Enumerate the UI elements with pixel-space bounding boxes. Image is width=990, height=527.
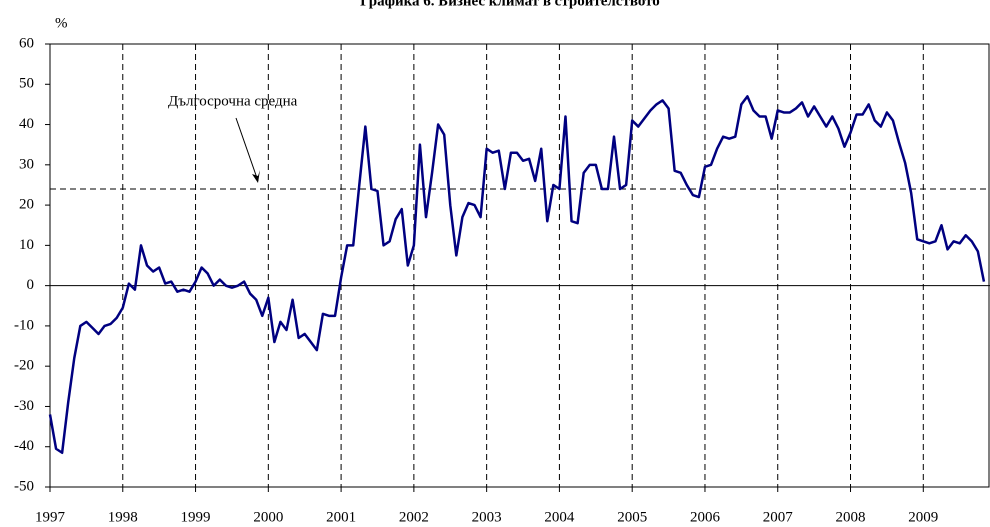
x-tick-label: 2008: [836, 509, 866, 525]
x-tick-label: 2001: [326, 509, 356, 525]
y-axis-label: %: [55, 15, 68, 31]
y-tick-label: 10: [19, 237, 34, 253]
x-tick-label: 1997: [35, 509, 66, 525]
chart-title: Графика 6. Бизнес климат в строителствот…: [360, 0, 660, 9]
y-tick-label: -10: [14, 317, 34, 333]
x-tick-label: 2003: [472, 509, 502, 525]
x-tick-label: 2009: [908, 509, 938, 525]
y-tick-label: 60: [19, 35, 34, 51]
y-tick-label: 30: [19, 156, 34, 172]
x-tick-label: 2006: [690, 509, 721, 525]
x-tick-label: 2005: [617, 509, 647, 525]
annotation-arrow: [235, 117, 259, 182]
y-tick-label: -30: [14, 398, 34, 414]
x-tick-label: 2007: [763, 509, 794, 525]
y-tick-label: 20: [19, 197, 34, 213]
plot-frame: [49, 43, 990, 488]
x-tick-label: 1999: [181, 509, 211, 525]
y-tick-label: -50: [14, 478, 34, 494]
x-tick-label: 2002: [399, 509, 429, 525]
y-tick-label: 50: [19, 76, 34, 92]
series-line: [48, 95, 986, 455]
y-tick-label: -20: [14, 358, 34, 374]
x-tick-label: 2000: [253, 509, 283, 525]
y-tick-label: 0: [27, 277, 35, 293]
y-tick-label: -40: [14, 438, 34, 454]
x-tick-label: 1998: [108, 509, 138, 525]
arrow-head: [252, 169, 260, 183]
y-tick-label: 40: [19, 116, 34, 132]
average-label: Дългосрочна средна: [168, 93, 298, 109]
x-tick-label: 2004: [544, 509, 575, 525]
